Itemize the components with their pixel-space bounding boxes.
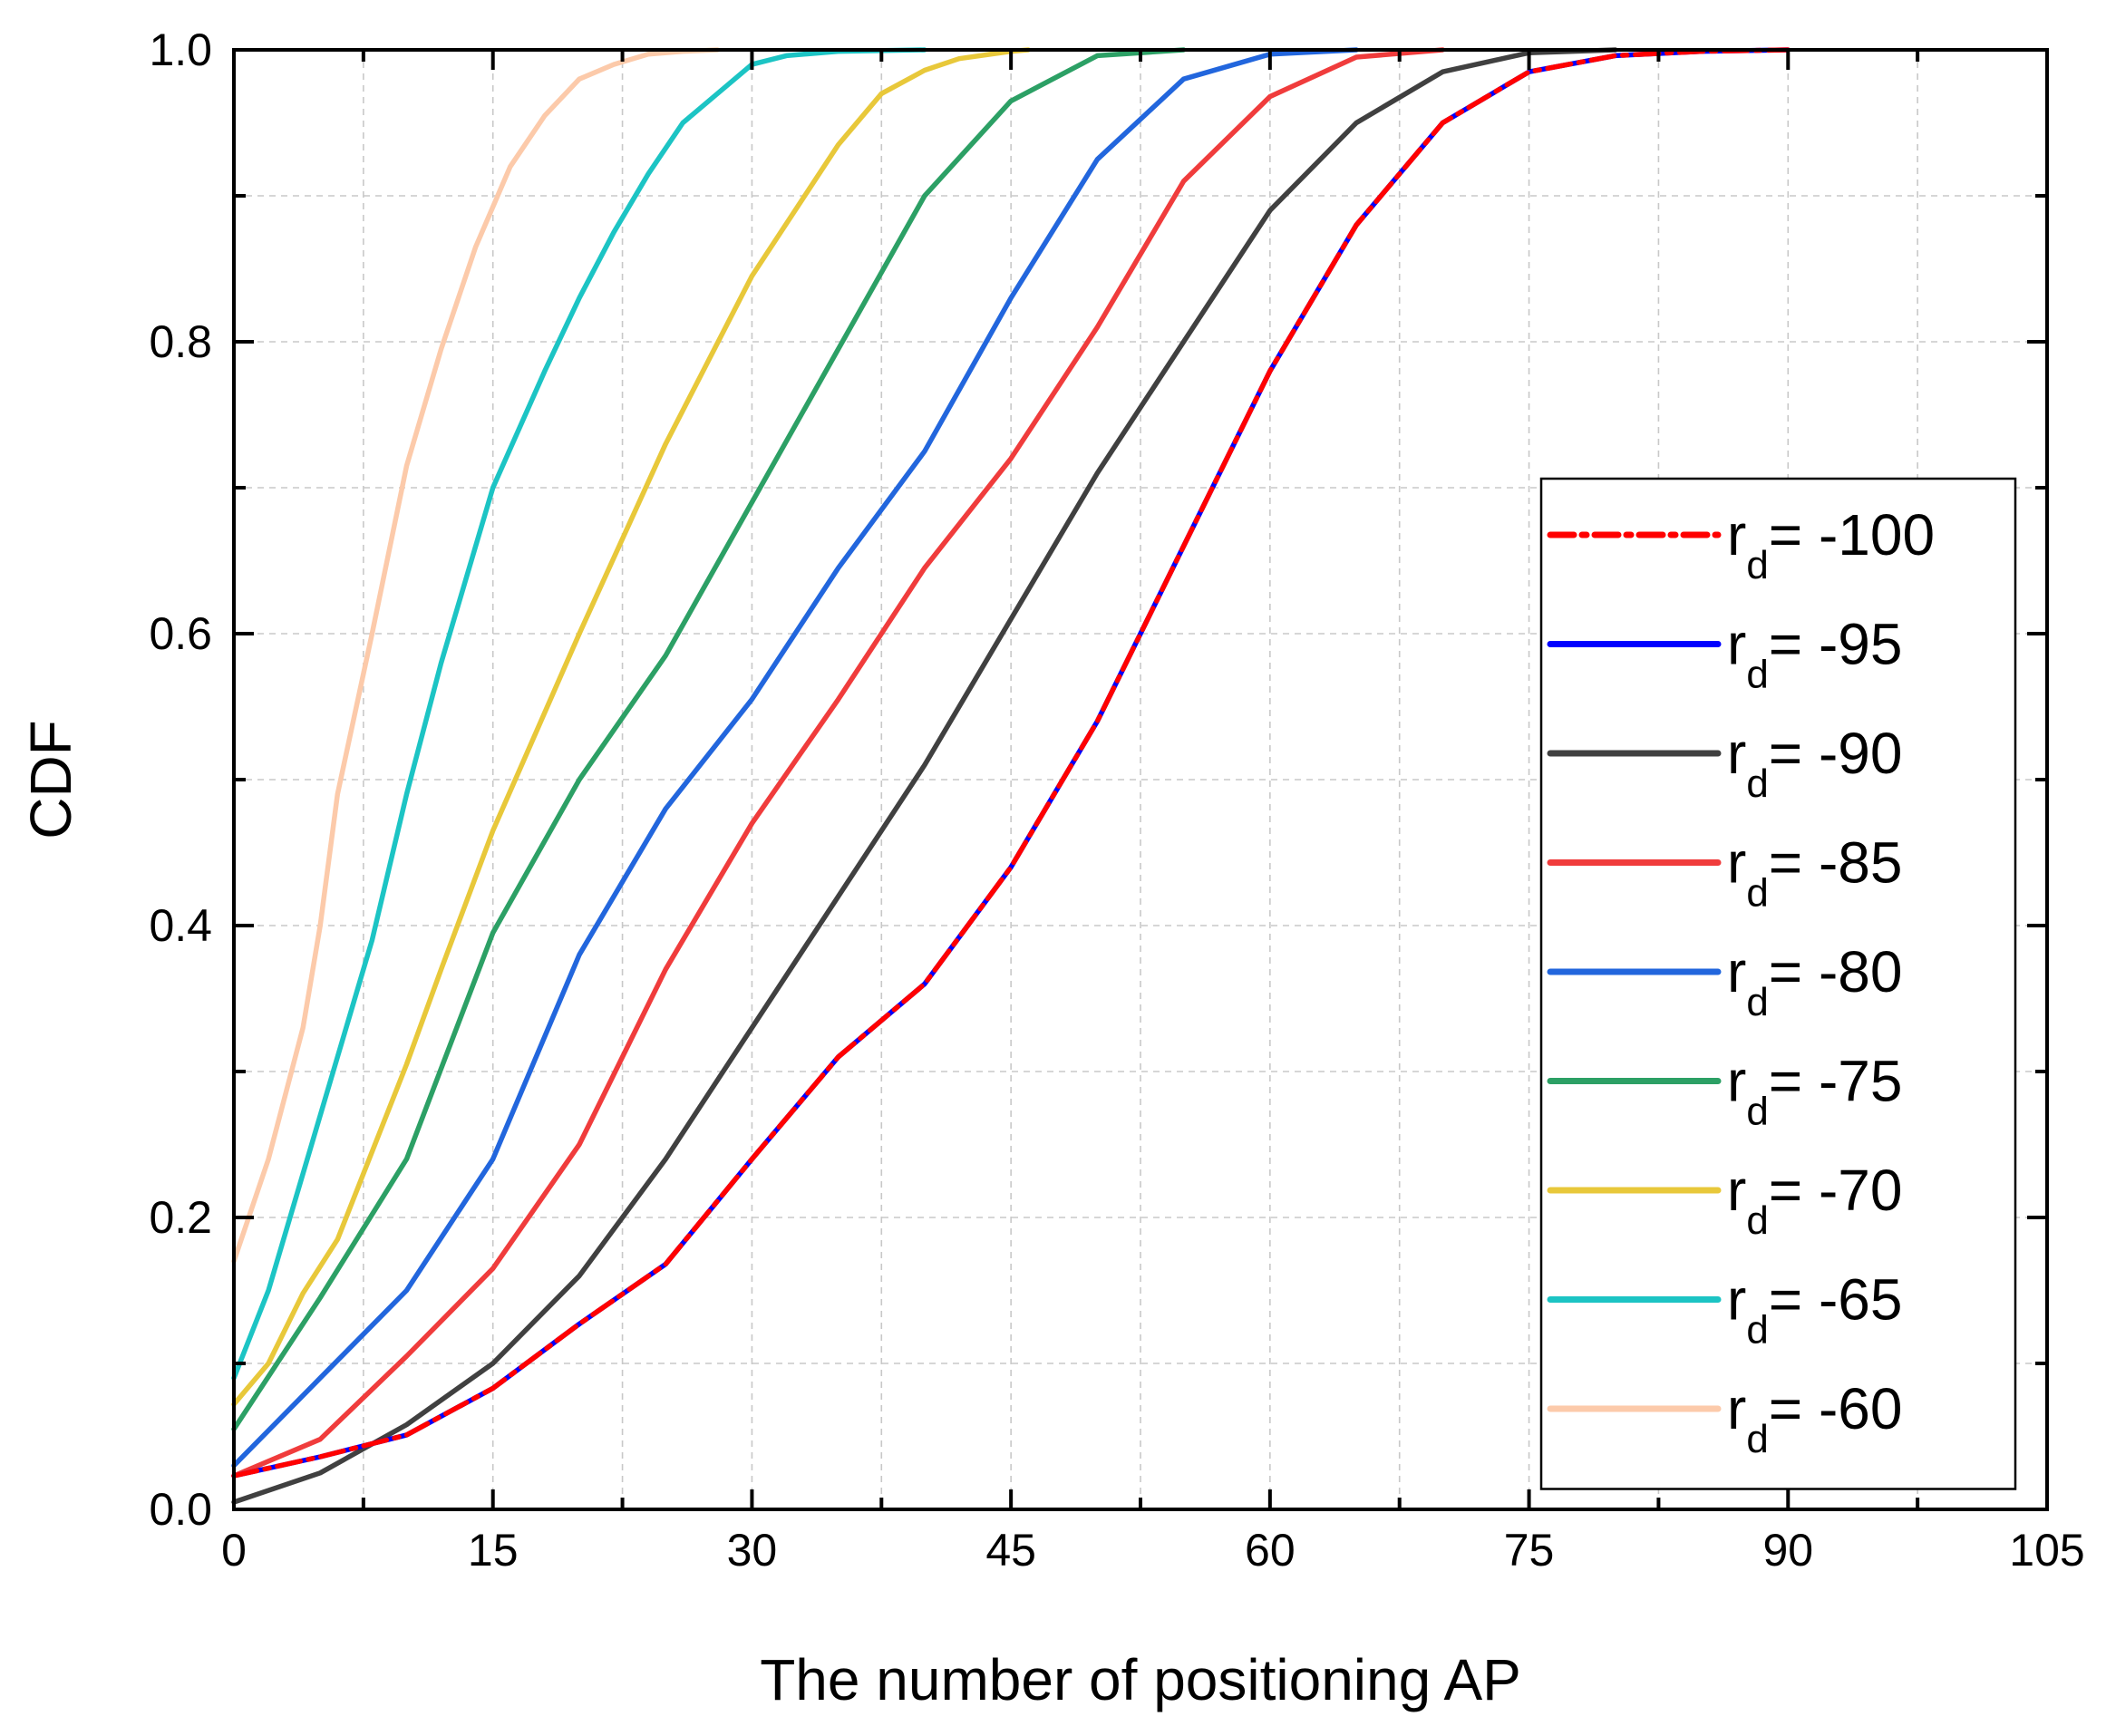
legend-label: rd= -65 [1727,1267,1902,1353]
x-tick-label: 0 [221,1525,247,1576]
legend-symbol: r [1727,502,1746,567]
x-tick-label: 90 [1762,1525,1813,1576]
legend-label: rd= -70 [1727,1158,1902,1243]
legend-value: = -90 [1769,721,1903,786]
legend-subscript: d [1746,1417,1768,1461]
legend-value: = -85 [1769,830,1903,896]
legend-value: = -70 [1769,1158,1903,1223]
series-line [231,47,1791,1479]
legend-symbol: r [1727,1049,1746,1114]
legend-subscript: d [1746,871,1768,916]
legend-symbol: r [1727,1267,1746,1333]
series-line [231,47,1359,1469]
series-line [231,47,1618,1505]
legend-label: rd= -100 [1727,502,1935,587]
legend-label: rd= -75 [1727,1049,1902,1134]
legend-subscript: d [1746,543,1768,587]
x-tick-label: 105 [2009,1525,2084,1576]
y-tick-label: 0.0 [149,1484,212,1535]
x-tick-label: 30 [727,1525,778,1576]
legend-label: rd= -80 [1727,939,1902,1024]
legend-subscript: d [1746,1308,1768,1353]
legend-value: = -65 [1769,1267,1903,1333]
legend-value: = -100 [1769,502,1935,567]
legend-symbol: r [1727,721,1746,786]
legend-label: rd= -60 [1727,1376,1902,1461]
x-tick-label: 60 [1245,1525,1296,1576]
series-line [231,47,1446,1479]
y-tick-label: 0.8 [149,316,212,367]
legend-label: rd= -90 [1727,721,1902,806]
legend-symbol: r [1727,1376,1746,1441]
y-tick-labels: 0.0 0.2 0.4 0.6 0.8 1.0 [149,24,212,1535]
legend-value: = -95 [1769,612,1903,677]
legend-subscript: d [1746,980,1768,1024]
x-tick-label: 15 [468,1525,519,1576]
legend-symbol: r [1727,1158,1746,1223]
series-line [231,47,927,1381]
legend-subscript: d [1746,1198,1768,1243]
series-lines [231,47,1791,1505]
y-tick-label: 0.2 [149,1192,212,1243]
legend-label: rd= -95 [1727,612,1902,697]
legend-symbol: r [1727,612,1746,677]
legend-subscript: d [1746,1090,1768,1134]
x-tick-labels: 0 15 30 45 60 75 90 105 [221,1525,2085,1576]
y-tick-label: 1.0 [149,24,212,75]
legend-value: = -60 [1769,1376,1903,1441]
legend-subscript: d [1746,761,1768,806]
x-axis-title: The number of positioning AP [760,1647,1521,1712]
series-line [231,47,721,1265]
legend-value: = -80 [1769,939,1903,1004]
x-tick-label: 75 [1504,1525,1555,1576]
legend-label: rd= -85 [1727,830,1902,916]
y-axis-title: CDF [18,720,83,839]
legend-symbol: r [1727,939,1746,1004]
legend-symbol: r [1727,830,1746,896]
y-tick-label: 0.6 [149,608,212,659]
x-tick-label: 45 [985,1525,1036,1576]
legend-subscript: d [1746,653,1768,697]
series-line [231,47,1187,1432]
y-tick-label: 0.4 [149,900,212,951]
series-line [231,47,1031,1407]
axis-ticks [232,48,2049,1511]
legend-value: = -75 [1769,1049,1903,1114]
